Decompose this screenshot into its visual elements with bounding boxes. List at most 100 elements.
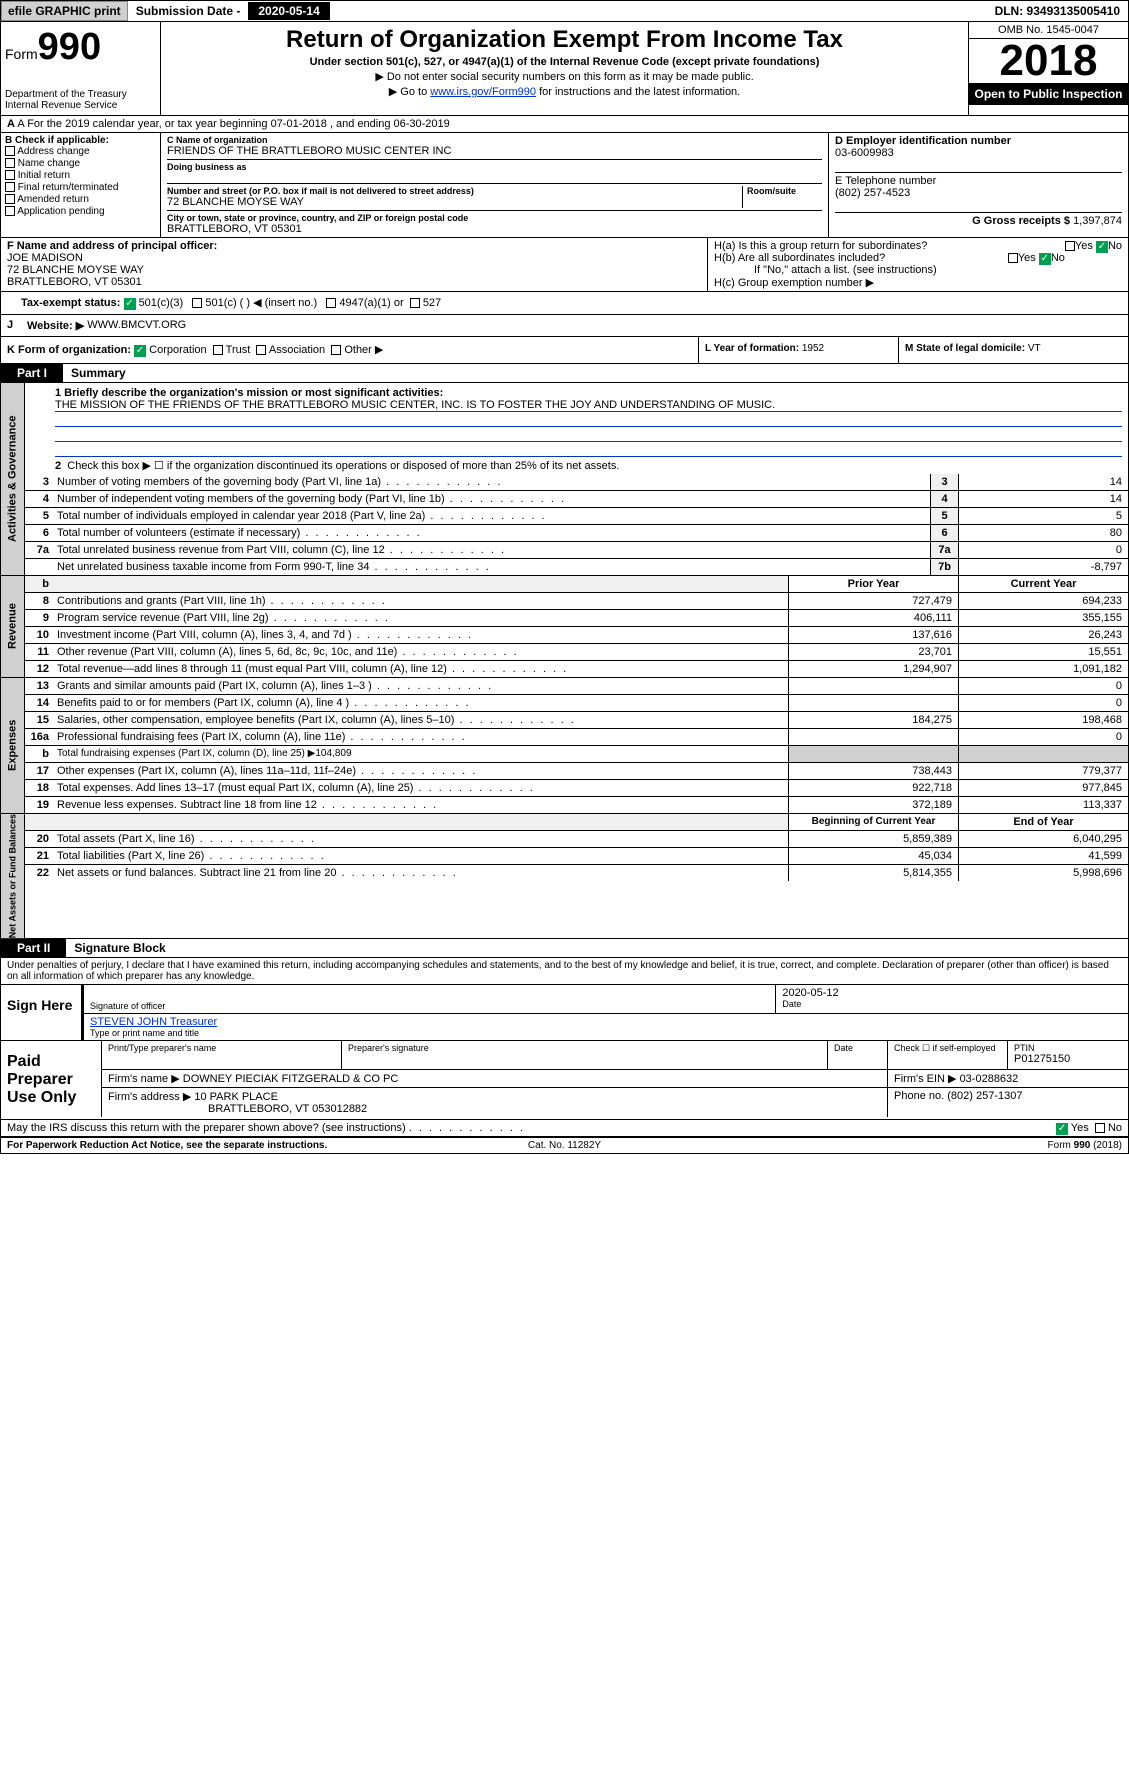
- section-i-tax-status: Tax-exempt status: ✓ 501(c)(3) 501(c) ( …: [0, 292, 1129, 315]
- section-fh: F Name and address of principal officer:…: [0, 238, 1129, 292]
- gov-side-label: Activities & Governance: [1, 383, 25, 575]
- officer-addr1: 72 BLANCHE MOYSE WAY: [7, 264, 701, 276]
- table-row: 17Other expenses (Part IX, column (A), l…: [25, 763, 1128, 780]
- ein-label: D Employer identification number: [835, 135, 1122, 147]
- form-num: 990: [38, 26, 101, 68]
- hc-label: H(c) Group exemption number ▶: [714, 276, 1122, 289]
- firm-addr: 10 PARK PLACE: [194, 1091, 278, 1103]
- line1-label: 1 Briefly describe the organization's mi…: [55, 387, 1122, 399]
- ha-label: H(a) Is this a group return for subordin…: [714, 240, 927, 252]
- chk-amended[interactable]: Amended return: [5, 194, 156, 205]
- table-row: 22Net assets or fund balances. Subtract …: [25, 865, 1128, 881]
- chk-initial-return[interactable]: Initial return: [5, 170, 156, 181]
- table-row: 10Investment income (Part VIII, column (…: [25, 627, 1128, 644]
- city-label: City or town, state or province, country…: [167, 213, 822, 223]
- section-a-tax-year: A A For the 2019 calendar year, or tax y…: [0, 116, 1129, 133]
- net-side-label: Net Assets or Fund Balances: [1, 814, 25, 938]
- table-row: 21Total liabilities (Part X, line 26)45,…: [25, 848, 1128, 865]
- room-label: Room/suite: [747, 186, 822, 196]
- summary-governance: Activities & Governance 1 Briefly descri…: [0, 383, 1129, 576]
- phone-value: (802) 257-4523: [835, 187, 1122, 199]
- table-row: 3Number of voting members of the governi…: [25, 474, 1128, 491]
- form-header: Form990 Department of the Treasury Inter…: [0, 22, 1129, 116]
- table-row: 19Revenue less expenses. Subtract line 1…: [25, 797, 1128, 813]
- table-row: 4Number of independent voting members of…: [25, 491, 1128, 508]
- hb-note: If "No," attach a list. (see instruction…: [714, 264, 1122, 276]
- sign-here-label: Sign Here: [1, 985, 81, 1040]
- exp-side-label: Expenses: [1, 678, 25, 813]
- discuss-label: May the IRS discuss this return with the…: [7, 1122, 406, 1134]
- table-row: bTotal fundraising expenses (Part IX, co…: [25, 746, 1128, 763]
- ein-value: 03-6009983: [835, 147, 1122, 159]
- website-label: Website: ▶: [27, 319, 84, 332]
- table-row: 9Program service revenue (Part VIII, lin…: [25, 610, 1128, 627]
- year-formation: 1952: [802, 343, 824, 354]
- table-row: 8Contributions and grants (Part VIII, li…: [25, 593, 1128, 610]
- sig-intro: Under penalties of perjury, I declare th…: [1, 958, 1128, 984]
- efile-print-button[interactable]: efile GRAPHIC print: [1, 1, 128, 21]
- table-row: 15Salaries, other compensation, employee…: [25, 712, 1128, 729]
- org-address: 72 BLANCHE MOYSE WAY: [167, 196, 742, 208]
- section-b-checkboxes: B Check if applicable: Address change Na…: [1, 133, 161, 237]
- state-domicile: VT: [1028, 343, 1041, 354]
- note-goto: ▶ Go to www.irs.gov/Form990 for instruct…: [165, 85, 964, 98]
- main-title: Return of Organization Exempt From Incom…: [165, 26, 964, 54]
- f-label: F Name and address of principal officer:: [7, 240, 701, 252]
- officer-name: JOE MADISON: [7, 252, 701, 264]
- part1-header: Part I Summary: [0, 364, 1129, 383]
- rev-side-label: Revenue: [1, 576, 25, 677]
- firm-ein: 03-0288632: [960, 1073, 1019, 1085]
- open-public-badge: Open to Public Inspection: [969, 83, 1128, 105]
- org-city: BRATTLEBORO, VT 05301: [167, 223, 822, 235]
- hb-label: H(b) Are all subordinates included?: [714, 252, 885, 264]
- section-klm: K Form of organization: ✓ Corporation Tr…: [0, 337, 1129, 364]
- officer-addr2: BRATTLEBORO, VT 05301: [7, 276, 701, 288]
- table-row: 13Grants and similar amounts paid (Part …: [25, 678, 1128, 695]
- chk-final-return[interactable]: Final return/terminated: [5, 182, 156, 193]
- k-label: K Form of organization:: [7, 344, 131, 356]
- form-number: Form990: [5, 26, 156, 69]
- b-label: B Check if applicable:: [5, 135, 156, 146]
- hdr-prior: Prior Year: [788, 576, 958, 592]
- top-bar: efile GRAPHIC print Submission Date - 20…: [0, 0, 1129, 22]
- section-bcdeg: B Check if applicable: Address change Na…: [0, 133, 1129, 238]
- hdr-current: Current Year: [958, 576, 1128, 592]
- footer-form: Form 990 (2018): [750, 1140, 1122, 1151]
- footer: For Paperwork Reduction Act Notice, see …: [0, 1137, 1129, 1154]
- submission-date-label: Submission Date -: [128, 2, 249, 20]
- chk-app-pending[interactable]: Application pending: [5, 206, 156, 217]
- table-row: 5Total number of individuals employed in…: [25, 508, 1128, 525]
- summary-expenses: Expenses 13Grants and similar amounts pa…: [0, 678, 1129, 814]
- part2-tab: Part II: [1, 939, 66, 957]
- website-value: WWW.BMCVT.ORG: [87, 319, 186, 332]
- phone-label: E Telephone number: [835, 175, 1122, 187]
- footer-pra: For Paperwork Reduction Act Notice, see …: [7, 1140, 379, 1151]
- gross-label: G Gross receipts $: [972, 215, 1073, 227]
- submission-date-value: 2020-05-14: [248, 2, 329, 20]
- paid-preparer-label: Paid Preparer Use Only: [1, 1041, 101, 1119]
- addr-label: Number and street (or P.O. box if mail i…: [167, 186, 742, 196]
- chk-address-change[interactable]: Address change: [5, 146, 156, 157]
- section-j-website: J Website: ▶ WWW.BMCVT.ORG: [0, 315, 1129, 337]
- chk-501c3[interactable]: ✓: [124, 298, 136, 310]
- chk-name-change[interactable]: Name change: [5, 158, 156, 169]
- form-prefix: Form: [5, 46, 38, 62]
- dln-label: DLN: 93493135005410: [987, 2, 1128, 20]
- table-row: 6Total number of volunteers (estimate if…: [25, 525, 1128, 542]
- department-label: Department of the Treasury Internal Reve…: [5, 89, 156, 111]
- line2-text: Check this box ▶ ☐ if the organization d…: [67, 460, 619, 472]
- sig-officer-label: Signature of officer: [90, 1001, 769, 1011]
- table-row: 11Other revenue (Part VIII, column (A), …: [25, 644, 1128, 661]
- table-row: Net unrelated business taxable income fr…: [25, 559, 1128, 575]
- irs-link[interactable]: www.irs.gov/Form990: [430, 86, 536, 98]
- table-row: 7aTotal unrelated business revenue from …: [25, 542, 1128, 559]
- note-ssn: ▶ Do not enter social security numbers o…: [165, 70, 964, 83]
- hdr-end: End of Year: [958, 814, 1128, 830]
- officer-name-title: STEVEN JOHN Treasurer: [90, 1016, 1122, 1028]
- ptin-value: P01275150: [1014, 1053, 1122, 1065]
- signature-block: Under penalties of perjury, I declare th…: [0, 958, 1129, 1137]
- part2-title: Signature Block: [66, 941, 165, 955]
- org-name: FRIENDS OF THE BRATTLEBORO MUSIC CENTER …: [167, 145, 822, 157]
- i-label: Tax-exempt status:: [21, 297, 120, 309]
- hdr-beginning: Beginning of Current Year: [788, 814, 958, 830]
